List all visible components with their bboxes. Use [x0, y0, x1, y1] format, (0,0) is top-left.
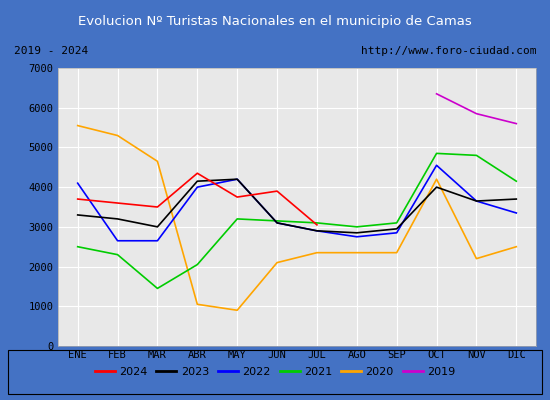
Text: 2019 - 2024: 2019 - 2024	[14, 46, 88, 56]
Text: Evolucion Nº Turistas Nacionales en el municipio de Camas: Evolucion Nº Turistas Nacionales en el m…	[78, 16, 472, 28]
Legend: 2024, 2023, 2022, 2021, 2020, 2019: 2024, 2023, 2022, 2021, 2020, 2019	[91, 364, 459, 380]
Text: http://www.foro-ciudad.com: http://www.foro-ciudad.com	[361, 46, 536, 56]
